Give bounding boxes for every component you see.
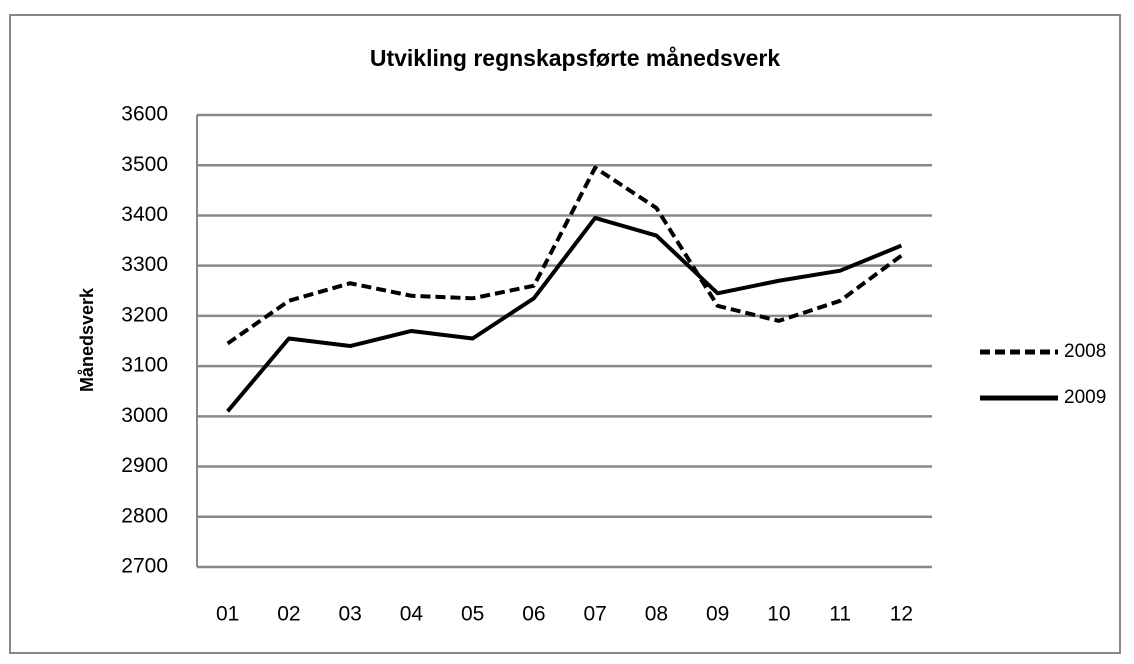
- y-tick-label: 3200: [121, 303, 168, 326]
- x-tick-label: 10: [767, 603, 790, 626]
- x-tick-label: 01: [216, 603, 239, 626]
- chart-frame: [9, 14, 1121, 654]
- x-tick-label: 11: [829, 603, 851, 626]
- y-tick-label: 3100: [121, 354, 168, 377]
- x-tick-label: 08: [645, 603, 668, 626]
- x-tick-label: 05: [461, 603, 484, 626]
- chart-title: Utvikling regnskapsførte månedsverk: [370, 45, 781, 71]
- y-tick-label: 3400: [121, 203, 168, 226]
- x-tick-label: 03: [338, 603, 361, 626]
- x-tick-label: 02: [277, 603, 300, 626]
- legend-label: 2009: [1064, 387, 1106, 408]
- y-tick-label: 3600: [121, 103, 168, 126]
- y-tick-label: 2900: [121, 454, 168, 477]
- y-tick-label: 2700: [121, 555, 168, 578]
- x-tick-label: 12: [890, 603, 913, 626]
- legend-label: 2008: [1064, 341, 1106, 362]
- x-tick-label: 04: [400, 603, 424, 626]
- y-tick-label: 2800: [121, 504, 168, 527]
- y-tick-label: 3300: [121, 253, 168, 276]
- y-tick-label: 3500: [121, 153, 168, 176]
- x-tick-label: 07: [583, 603, 606, 626]
- x-tick-label: 09: [706, 603, 729, 626]
- y-tick-label: 3000: [121, 404, 168, 427]
- series-line: [226, 165, 903, 346]
- y-axis-label: Månedsverk: [77, 287, 97, 392]
- series-line: [226, 215, 903, 413]
- x-tick-label: 06: [522, 603, 545, 626]
